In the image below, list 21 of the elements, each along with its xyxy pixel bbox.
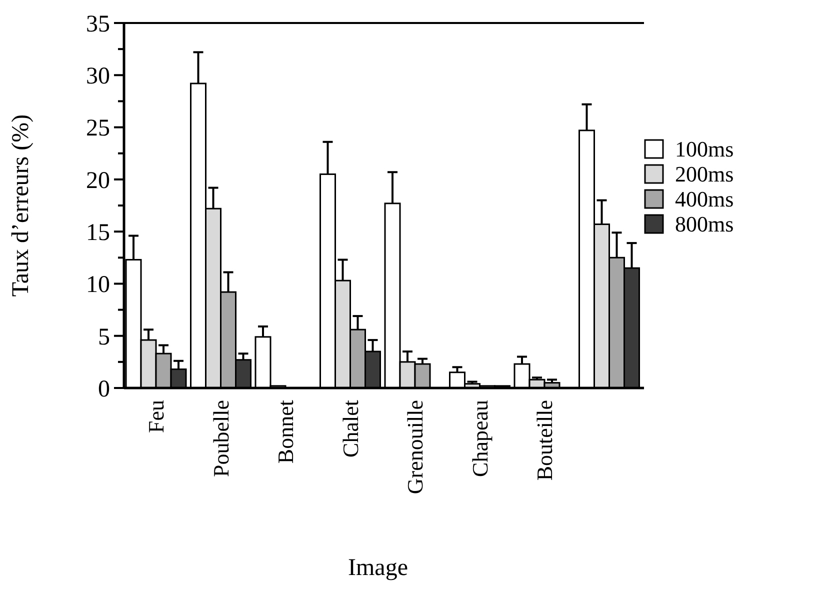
y-tick-label: 30 (86, 64, 110, 90)
y-tick-label: 20 (86, 168, 110, 194)
legend-label: 200ms (675, 162, 734, 187)
y-tick-label: 10 (86, 272, 110, 298)
x-tick-label: Bouteille (532, 400, 558, 481)
x-tick-label: Chapeau (467, 400, 492, 477)
y-tick-label: 0 (98, 376, 110, 402)
legend-label: 100ms (675, 136, 734, 162)
x-tick-label: Feu (144, 400, 169, 433)
y-tick-label: 5 (98, 324, 110, 350)
y-tick-label: 15 (86, 220, 110, 246)
x-tick-label: Bonnet (273, 400, 298, 464)
x-tick-label: Grenouille (402, 400, 428, 494)
x-tick-label: Poubelle (208, 400, 234, 477)
legend-label: 800ms (675, 212, 734, 237)
x-axis-title: Image (348, 555, 408, 581)
y-tick-label: 35 (86, 11, 110, 38)
legend-label: 400ms (675, 186, 734, 212)
y-tick-label: 25 (86, 116, 110, 142)
y-axis-title: Taux d’erreurs (%) (8, 114, 34, 297)
x-tick-label: Chalet (338, 400, 363, 458)
